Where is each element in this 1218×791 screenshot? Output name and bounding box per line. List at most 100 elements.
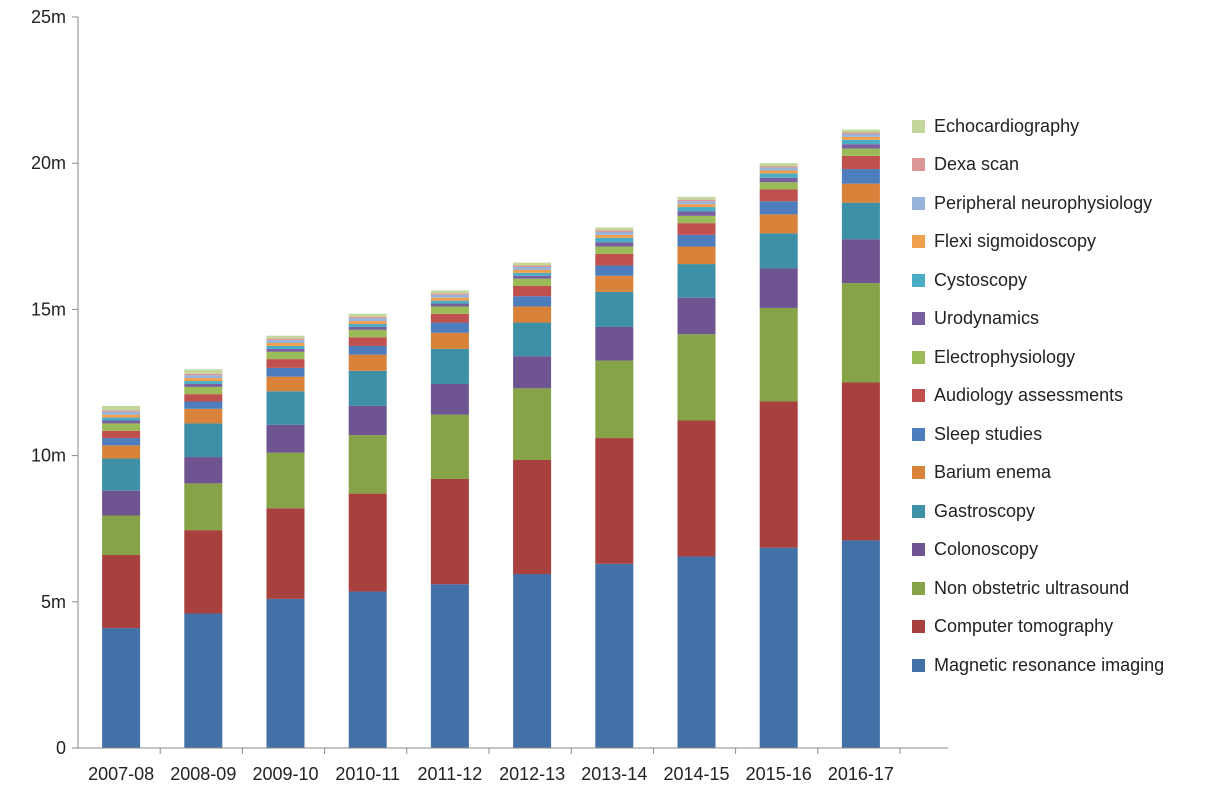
bar-segment [841,136,880,140]
bar-segment [102,410,141,412]
bar-segment [595,265,634,276]
bar-segment [595,563,634,748]
bar-segment [348,313,387,317]
x-tick-label: 2015-16 [746,764,812,784]
bar-segment [184,401,223,409]
bar-segment [348,345,387,355]
bar-segment [184,613,223,748]
bar-segment [348,493,387,592]
bar-segment [513,275,552,279]
bar-segment [266,343,305,346]
bar-segment [266,598,305,748]
bar-segment [595,275,634,292]
bar-segment [430,306,469,314]
bar-segment [102,417,141,421]
bar-segment [513,459,552,575]
legend-label: Barium enema [934,462,1052,482]
bar-segment [759,167,798,171]
bar-segment [348,326,387,330]
legend-swatch [912,543,925,556]
legend-label: Flexi sigmoidoscopy [934,231,1097,251]
bar-segment [841,239,880,284]
legend-label: Cystoscopy [934,269,1028,290]
legend-item: Dexa scan [912,154,1019,175]
legend-swatch [912,427,925,441]
bar-segment [430,322,469,333]
bar-segment [841,132,880,134]
bar-segment [102,628,141,748]
bar-segment [677,246,716,265]
bar-segment [759,401,798,548]
legend-swatch [912,389,925,402]
y-tick-label: 20m [31,153,66,173]
bar-segment [841,139,880,145]
bar-segment [430,348,469,384]
bar-segment [677,207,716,212]
bar-segment [184,394,223,402]
bar-segment [841,202,880,240]
legend-item: Computer tomography [912,616,1113,637]
bar-segment [841,133,880,137]
bar-segment [184,373,223,376]
legend-label: Peripheral neurophysiology [934,192,1153,213]
legend-item: Echocardiography [912,116,1079,136]
legend-label: Sleep studies [934,423,1043,444]
bar-segment [677,234,716,247]
bar-segment [513,262,552,266]
bar-segment [677,297,716,335]
legend-item: Peripheral neurophysiology [912,193,1152,213]
bar-segment [266,351,305,360]
bar-segment [513,306,552,323]
bar-segment [677,215,716,224]
bar-segment [348,435,387,494]
y-axis: 0 5m 10m 15m 20m 25m [31,7,79,758]
legend-label: Gastroscopy [934,500,1036,521]
bar-segment [184,530,223,614]
bar-segment [759,170,798,174]
bar-segment [759,268,798,308]
y-tick-label: 5m [41,592,66,612]
legend-swatch [912,658,925,672]
y-tick-label: 10m [31,446,66,466]
bar-segment [513,296,552,307]
bar-segment [266,367,305,377]
bar-segment [102,438,141,446]
bar-segment [677,201,716,205]
bar-segment [759,189,798,202]
legend-swatch [912,466,925,479]
bar-segment [513,388,552,460]
legend-item: Audiology assessments [912,385,1123,406]
legend-swatch [912,235,925,248]
bar-segment [430,300,469,304]
bar-segment [841,382,880,541]
bar-segment [759,177,798,183]
legend-item: Barium enema [912,462,1052,483]
bar-segment [266,424,305,453]
legend-swatch [912,504,925,518]
bar-segment [348,321,387,325]
bar-segment [184,369,223,374]
bar-segment [677,420,716,557]
legend-swatch [912,350,925,364]
bar-segment [841,144,880,149]
bar-segment [759,173,798,178]
x-tick-label: 2014-15 [663,764,729,784]
y-tick-label: 15m [31,299,66,319]
legend-item: Gastroscopy [912,501,1035,521]
bar-segment [430,297,469,301]
bar-segment [595,230,634,232]
legend-item: Non obstetric ultrasound [912,578,1129,598]
legend-swatch [912,196,925,210]
bar-segment [266,508,305,599]
bar-segment [677,334,716,421]
x-tick-label: 2010-11 [335,764,400,784]
bar-segment [348,316,387,319]
bar-segment [184,483,223,531]
bar-segment [430,313,469,323]
bar-segment [513,269,552,273]
bar-segment [102,555,141,629]
legend-label: Urodynamics [934,308,1040,328]
bar-segment [513,322,552,357]
legend-swatch [912,620,925,633]
